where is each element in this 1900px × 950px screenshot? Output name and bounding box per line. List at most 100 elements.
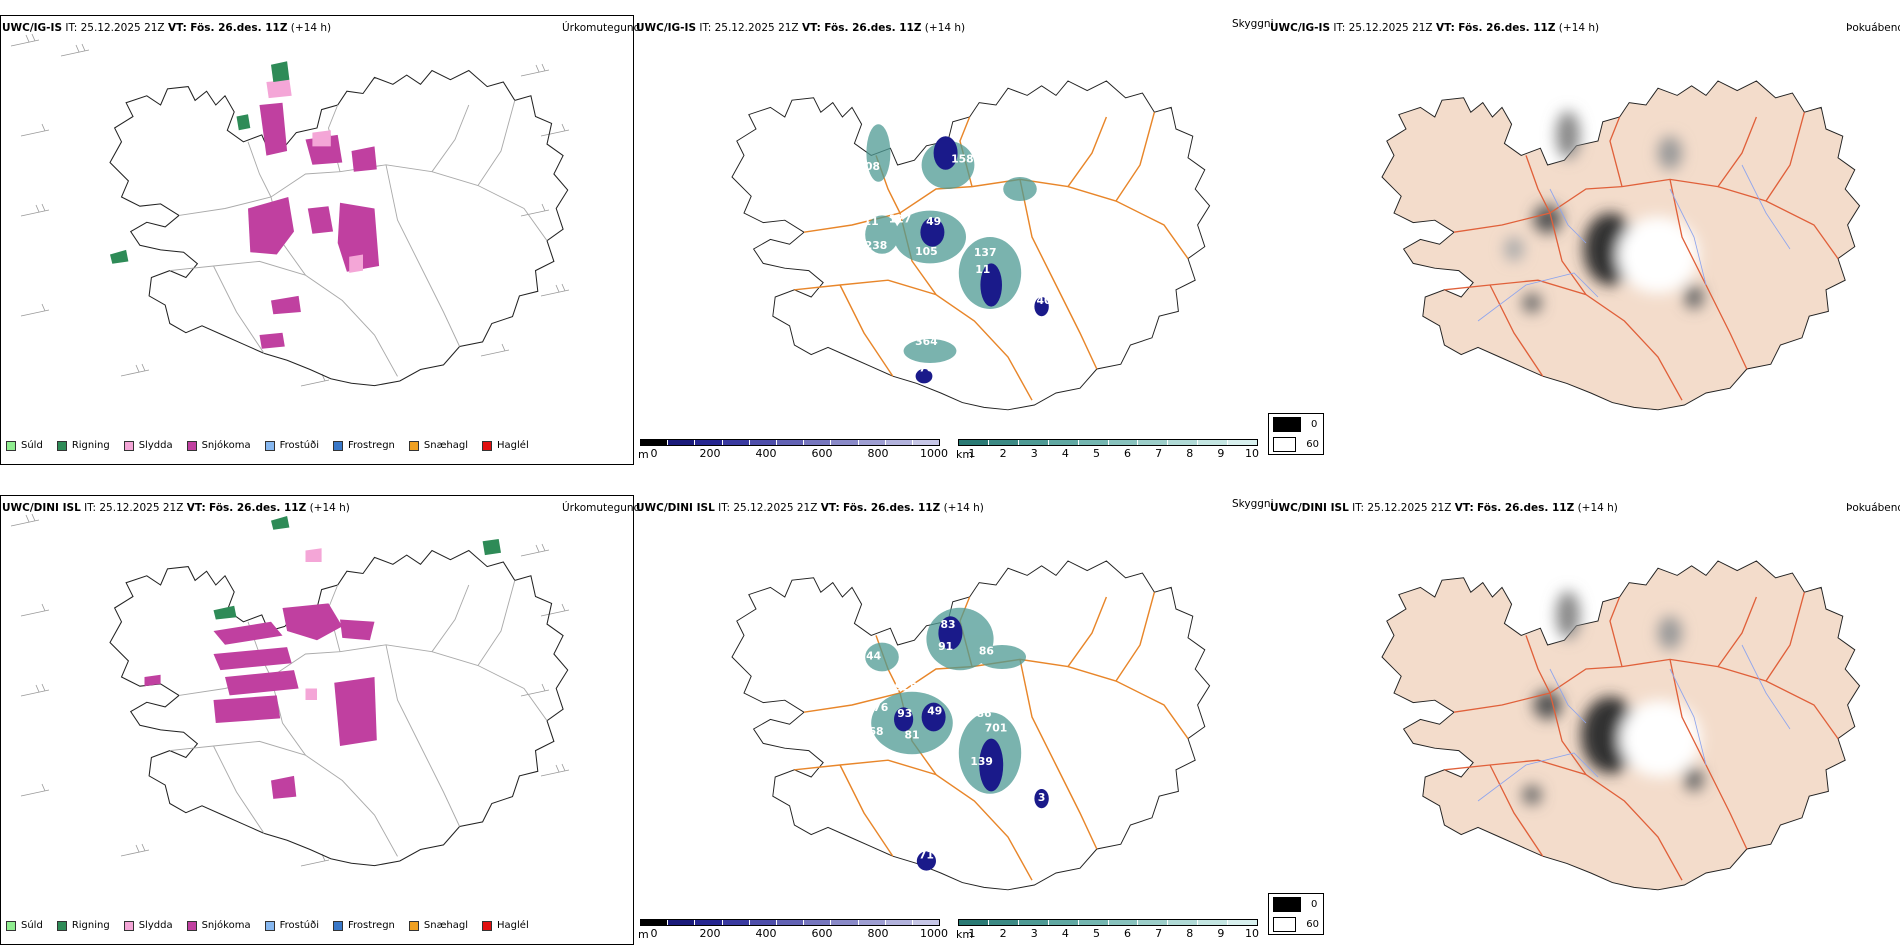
- legend-item: Frostúði: [264, 920, 319, 931]
- colorbar-cell: [776, 440, 805, 445]
- legend-item: Slydda: [123, 440, 173, 451]
- colorbar-cell: [959, 920, 989, 925]
- colorbar-tick: 800: [867, 927, 889, 940]
- legend-item: Slydda: [123, 920, 173, 931]
- it-value: 25.12.2025 21Z: [1367, 502, 1452, 514]
- colorbar-tick: 10: [1245, 927, 1259, 940]
- precip-map-panel: [0, 495, 634, 945]
- colorbar-cell: [1168, 440, 1199, 445]
- colorbar-cell: [912, 920, 940, 925]
- legend-item: Haglél: [482, 920, 529, 931]
- vt-label: VT:: [1435, 22, 1455, 34]
- colorbar-cell: [1228, 920, 1258, 925]
- ceiling-label: 248: [898, 605, 921, 618]
- colorbar-tick: 3: [1030, 927, 1038, 940]
- colorbar-tick: 2: [999, 927, 1007, 940]
- ceiling-label: 71: [919, 849, 934, 862]
- model-name: UWC/IG-IS: [1270, 22, 1331, 34]
- snow-areas: [144, 603, 377, 799]
- colorbar-tick: 9: [1217, 927, 1225, 940]
- ceiling-cells: [640, 919, 940, 926]
- vt-label: VT:: [1454, 502, 1474, 514]
- legend-label: Snæhagl: [423, 440, 469, 451]
- ceiling-label: 701: [985, 721, 1008, 734]
- visibility-ticks: 1 2 3 4 5 6 7 8 9 10: [958, 926, 1260, 940]
- precip-map: [10, 513, 570, 867]
- colorbar-tick: 9: [1217, 447, 1225, 460]
- model-name: UWC/DINI ISL: [2, 502, 81, 514]
- rain-areas: [110, 61, 290, 264]
- colorbar-cell: [1198, 920, 1229, 925]
- ceiling-label: 93: [897, 707, 912, 720]
- colorbar-cell: [885, 920, 913, 925]
- legend-swatch: [123, 440, 134, 451]
- visibility-cells: [958, 439, 1258, 446]
- legend-label: Slydda: [138, 920, 173, 931]
- colorbar-tick: 600: [811, 447, 833, 460]
- legend-item: Frostregn: [333, 920, 395, 931]
- ceiling-label: 238: [865, 239, 888, 252]
- colorbar-cell: [1018, 920, 1049, 925]
- it-value: 25.12.2025 21Z: [733, 502, 818, 514]
- ceiling-label: 11: [864, 215, 879, 228]
- ceiling-label: 49: [926, 215, 941, 228]
- legend-swatch: [6, 920, 16, 931]
- wind-barbs: [10, 513, 570, 867]
- lead-time: (+14 h): [943, 502, 984, 514]
- ceiling-label: 49: [927, 705, 942, 718]
- colorbar-cell: [1108, 920, 1139, 925]
- colorbar-cell: [1138, 440, 1169, 445]
- ceiling-unit: m: [638, 448, 649, 461]
- vt-value: Fös. 26.des. 11Z: [824, 22, 922, 34]
- colorbar-cell: [776, 920, 805, 925]
- colorbar-cell: [1168, 920, 1199, 925]
- row-1: UWC/IG-IS IT: 25.12.2025 21Z VT: Fös. 26…: [0, 0, 1900, 470]
- legend-item: Snæhagl: [408, 920, 468, 931]
- legend-item: Súld: [6, 920, 43, 931]
- fog-key-row: 60: [1269, 434, 1323, 454]
- fog-map-panel: [1290, 35, 1890, 430]
- legend-item: Rigning: [56, 920, 110, 931]
- colorbar-tick: 8: [1186, 927, 1194, 940]
- legend-swatch: [264, 920, 275, 931]
- precip-header: UWC/IG-IS IT: 25.12.2025 21Z VT: Fös. 26…: [2, 22, 331, 35]
- it-label: IT:: [1352, 502, 1365, 514]
- legend-swatch: [264, 440, 275, 451]
- cloud-title: Skyggni: [1232, 498, 1274, 510]
- colorbar-cell: [912, 440, 940, 445]
- it-value: 25.12.2025 21Z: [99, 502, 184, 514]
- colorbar-cell: [749, 440, 777, 445]
- fog-key-row: 0: [1269, 414, 1323, 434]
- colorbar-cell: [988, 440, 1019, 445]
- ceiling-label: 11: [897, 361, 912, 374]
- colorbar-cell: [831, 920, 859, 925]
- ceiling-areas: [915, 136, 1049, 384]
- colorbar-tick: 3: [1030, 447, 1038, 460]
- ceiling-label: 925: [895, 681, 918, 694]
- ceiling-unit: m: [638, 928, 649, 941]
- visibility-colorbar: 1 2 3 4 5 6 7 8 9 10 km: [956, 439, 1259, 461]
- ceiling-label: 18: [1048, 695, 1063, 708]
- legend-swatch: [186, 440, 197, 451]
- colorbar-tick: 5: [1092, 447, 1100, 460]
- ceiling-cells: [640, 439, 940, 446]
- fog-key-swatch: [1273, 416, 1301, 432]
- ceiling-ticks: 0 200 400 600 800 1000: [640, 926, 949, 940]
- colorbar-cell: [1108, 440, 1139, 445]
- colorbar-tick: 6: [1124, 927, 1132, 940]
- ceiling-label: 67: [969, 129, 984, 142]
- vt-value: Fös. 26.des. 11Z: [1477, 502, 1575, 514]
- ceiling-label: 139: [970, 755, 993, 768]
- rivers: [1477, 644, 1791, 802]
- ceiling-label: 3: [1038, 791, 1046, 804]
- fog-key-label: 0: [1311, 418, 1318, 430]
- colorbar-tick: 200: [699, 927, 721, 940]
- fog-key-swatch: [1273, 916, 1297, 932]
- legend-label: Frostúði: [279, 920, 319, 931]
- legend-item: Frostúði: [264, 440, 319, 451]
- fog-key: 0 60: [1268, 893, 1324, 935]
- lead-time: (+14 h): [1558, 22, 1600, 34]
